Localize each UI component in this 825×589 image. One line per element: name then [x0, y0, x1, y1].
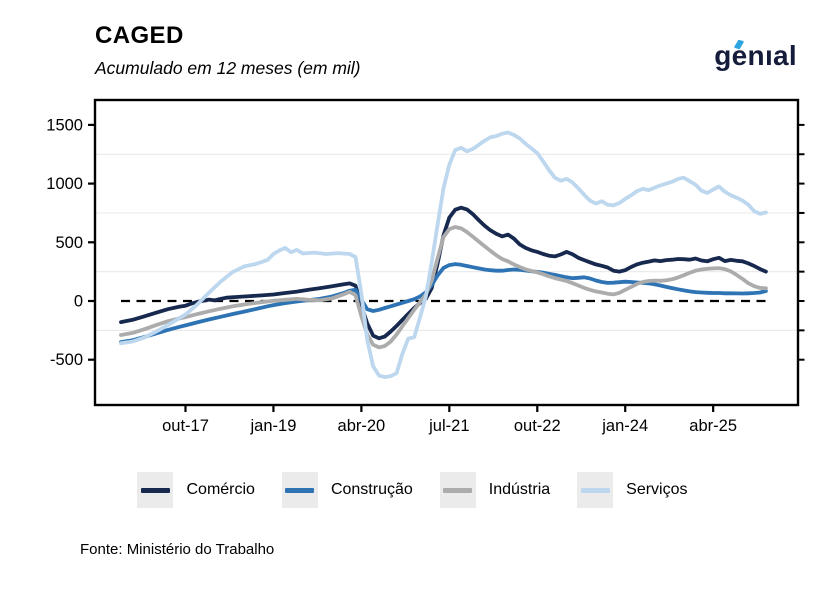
series-line-servicos — [119, 130, 768, 380]
source-note: Fonte: Ministério do Trabalho — [80, 541, 275, 558]
x-tick-label: abr-25 — [689, 417, 737, 435]
legend-swatch-comercio — [137, 472, 174, 508]
y-tick-label: 500 — [55, 234, 83, 252]
legend-swatch-servicos — [577, 472, 614, 508]
plot-frame — [93, 98, 800, 407]
legend-label-comercio: Comércio — [186, 481, 255, 498]
legend-line-industria — [443, 487, 473, 493]
legend-item-comercio: Comércio — [137, 472, 255, 508]
legend-swatch-construcao — [281, 472, 318, 508]
series-line-comercio — [119, 205, 768, 341]
x-tick-label: jan-19 — [250, 417, 297, 435]
x-tick-label: out-17 — [162, 417, 209, 435]
x-tick-label: out-22 — [514, 417, 561, 435]
chart-svg: -500 0 500 1000 1500 out-17 jan-19 abr-20 jul-21… — [46, 98, 805, 435]
legend-item-industria: Indústria — [439, 472, 551, 508]
legend-item-construcao: Construção — [281, 472, 413, 508]
y-tick-label: 0 — [74, 293, 83, 311]
x-tick-label: abr-20 — [338, 417, 386, 435]
legend-label-construcao: Construção — [330, 481, 413, 498]
legend-item-servicos: Serviços — [577, 472, 688, 508]
y-tick-label: 1000 — [46, 175, 83, 193]
chart-title: CAGED — [95, 22, 184, 49]
genial-logo-text: genıal — [714, 40, 797, 71]
x-tick-label: jul-21 — [428, 417, 469, 435]
legend-line-servicos — [580, 487, 610, 493]
chart-subtitle: Acumulado em 12 meses (em mil) — [95, 58, 361, 78]
legend-swatch-industria — [439, 472, 476, 508]
legend-line-comercio — [140, 487, 170, 493]
legend-label-industria: Indústria — [488, 481, 551, 498]
legend-label-servicos: Serviços — [626, 481, 688, 498]
y-tick-label: 1500 — [46, 116, 83, 134]
series-line-industria — [119, 225, 768, 350]
genial-logo: genıal — [714, 39, 797, 74]
x-tick-label: jan-24 — [601, 417, 648, 435]
chart-legend: Comércio Construção Indústria Serviços — [0, 472, 825, 508]
series-line-construcao — [119, 262, 768, 345]
y-tick-label: -500 — [50, 351, 83, 369]
legend-line-construcao — [285, 487, 315, 493]
